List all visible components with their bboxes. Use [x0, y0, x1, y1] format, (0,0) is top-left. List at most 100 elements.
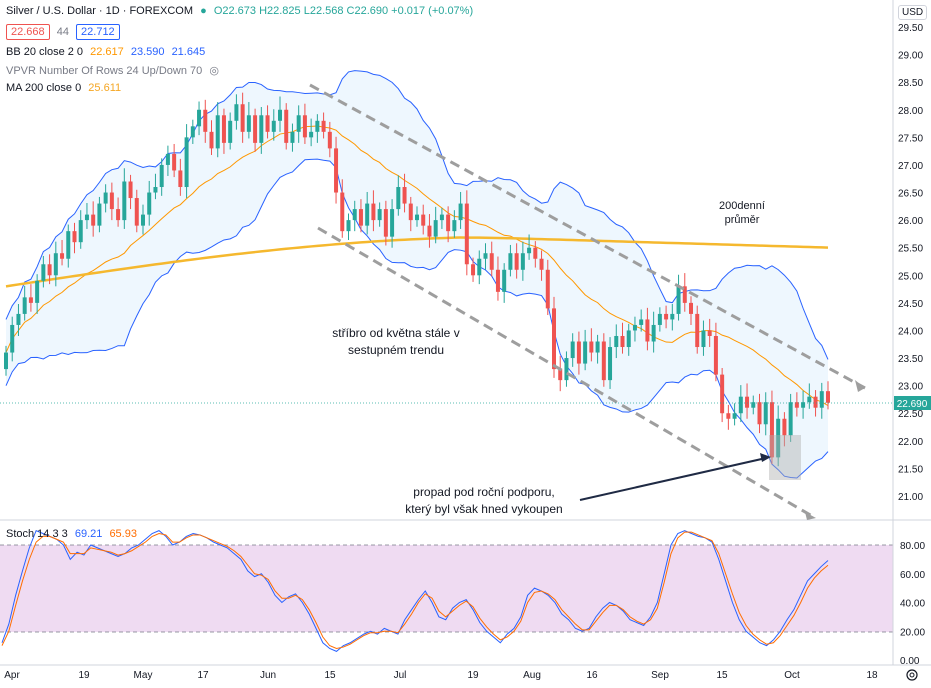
price-tick-label: 22.50: [898, 409, 923, 420]
channel-lower-arrowhead: [805, 512, 816, 520]
candle-body: [315, 120, 320, 132]
last-price-tag: [894, 396, 931, 410]
candle-body: [794, 402, 799, 408]
candle-body: [153, 187, 158, 193]
candle-body: [620, 335, 625, 348]
candle-body: [632, 324, 637, 331]
candle-body: [514, 253, 519, 270]
candle-body: [601, 341, 606, 381]
candle-body: [215, 115, 220, 149]
ma200-path: [5, 236, 829, 288]
stoch-tick-label: 40.00: [900, 599, 925, 610]
candle-body: [446, 214, 451, 232]
candle-body: [72, 231, 77, 243]
candle-body: [190, 126, 195, 138]
bb-basis-value: 22.617: [90, 46, 124, 58]
candle-body: [184, 137, 189, 188]
time-tick-label: Sep: [651, 670, 669, 681]
candle-body: [159, 164, 164, 188]
sell-price-button[interactable]: 22.668: [6, 24, 50, 40]
bb-legend[interactable]: BB 20 close 2 0 22.617 23.590 21.645: [6, 46, 209, 58]
breakout-arrow-line: [579, 457, 767, 501]
candle-body: [128, 181, 133, 199]
candle-body: [290, 131, 295, 143]
candle-body: [240, 104, 245, 132]
candle-body: [639, 319, 644, 325]
settings-gear-icon[interactable]: [906, 669, 918, 681]
price-axis: 21.00 21.50 22.00 22.50 23.00 23.50 24.00 24.50…: [898, 23, 925, 667]
price-tick-label: 25.00: [898, 271, 923, 282]
symbol-title[interactable]: Silver / U.S. Dollar · 1D · FOREXCOM: [6, 5, 194, 17]
candle-body: [10, 324, 15, 353]
candle-body: [433, 220, 438, 237]
candle-body: [390, 209, 395, 237]
candle-body: [116, 209, 121, 221]
candle-body: [545, 269, 550, 309]
candle-body: [533, 247, 538, 259]
price-pane: [0, 0, 893, 520]
time-tick-label: 18: [866, 670, 878, 681]
stoch-tick-label: 20.00: [900, 627, 925, 638]
candle-body: [583, 341, 588, 364]
candle-body: [209, 131, 214, 149]
candle-body: [477, 258, 482, 276]
candle-body: [726, 413, 731, 419]
candle-body: [689, 302, 693, 314]
candle-body: [172, 153, 177, 171]
candle-body: [645, 319, 650, 342]
candle-body: [695, 313, 700, 348]
candle-body: [763, 402, 768, 425]
candle-body: [738, 396, 743, 414]
price-tick-label: 26.50: [898, 189, 923, 200]
candle-body: [464, 203, 469, 265]
candle-body: [271, 120, 276, 132]
candle-body: [769, 402, 774, 458]
bb-fill: [6, 70, 828, 479]
candle-body: [682, 286, 687, 303]
price-tick-label: 23.50: [898, 354, 923, 365]
ma-legend[interactable]: MA 200 close 0 25.611: [6, 82, 125, 94]
breakout-arrowhead: [760, 453, 771, 462]
breakout-annotation-line1: propad pod roční podporu,: [413, 485, 554, 499]
candle-body: [47, 264, 52, 276]
stoch-label: Stoch 14 3 3: [6, 528, 68, 540]
price-tick-label: 28.50: [898, 78, 923, 89]
price-tick-label: 22.00: [898, 437, 923, 448]
hidden-eye-icon[interactable]: ◎: [209, 65, 219, 77]
candle-body: [483, 253, 488, 259]
stoch-legend[interactable]: Stoch 14 3 3 69.21 65.93: [6, 528, 141, 540]
candle-body: [495, 269, 500, 292]
bb-label: BB 20 close 2 0: [6, 46, 84, 58]
candle-body: [801, 402, 806, 408]
breakout-highlight-box: [769, 435, 801, 480]
candle-body: [16, 313, 21, 325]
candle-body: [4, 352, 8, 370]
candle-body: [713, 335, 718, 375]
currency-selector[interactable]: USD: [898, 5, 928, 20]
buy-price-button[interactable]: 22.712: [76, 24, 120, 40]
candle-body: [327, 131, 332, 149]
candle-body: [421, 214, 426, 226]
candle-body: [415, 214, 419, 221]
candle-body: [84, 214, 89, 221]
price-tick-label: 27.50: [898, 133, 923, 144]
vpvr-legend[interactable]: VPVR Number Of Rows 24 Up/Down 70 ◎: [6, 64, 223, 77]
candle-body: [334, 148, 339, 193]
candle-body: [614, 335, 619, 348]
candle-body: [147, 192, 152, 215]
bb-upper-line: [5, 70, 829, 360]
spread-value: 44: [56, 26, 69, 38]
candle-body: [489, 253, 494, 270]
candle-body: [66, 231, 71, 259]
candle-body: [458, 203, 463, 221]
candle-body: [670, 313, 675, 320]
candle-body: [41, 264, 46, 281]
candle-body: [452, 220, 457, 232]
time-tick-label: May: [134, 670, 153, 681]
candle-body: [246, 115, 251, 132]
candle-body: [558, 369, 563, 381]
candle-body: [284, 109, 289, 143]
candle-body: [234, 104, 239, 121]
ma-annotation-line2: průměr: [725, 214, 760, 226]
